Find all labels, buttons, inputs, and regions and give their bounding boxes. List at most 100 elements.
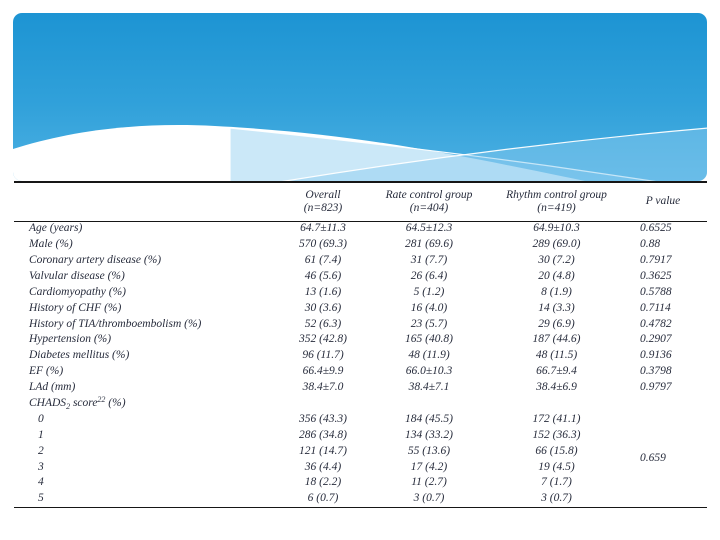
table-row-chads-5: 5 6 (0.7) 3 (0.7) 3 (0.7) bbox=[14, 491, 707, 508]
pvalue-header-line1: P value bbox=[645, 195, 681, 208]
rate-value: 31 (7.7) bbox=[410, 253, 448, 266]
overall-value: 96 (11.7) bbox=[302, 349, 344, 362]
p-value: 0.2907 bbox=[640, 333, 672, 346]
rhythm-value: 187 (44.6) bbox=[532, 333, 581, 346]
overall-column-header: Overall (n=823) bbox=[282, 182, 364, 221]
white-wave bbox=[13, 125, 585, 181]
row-label: History of CHF (%) bbox=[29, 301, 122, 314]
overall-header-line1: Overall bbox=[305, 188, 341, 201]
chads-text: CHADS bbox=[29, 397, 67, 410]
table-row-ef: EF (%) 66.4±9.9 66.0±10.3 66.7±9.4 0.379… bbox=[14, 364, 707, 380]
overall-value: 286 (34.8) bbox=[299, 428, 347, 441]
table-row-chads2-score: CHADS2 score22 (%) bbox=[14, 396, 707, 412]
overall-value: 66.4±9.9 bbox=[302, 365, 344, 378]
rhythm-value: 19 (4.5) bbox=[538, 460, 575, 473]
row-label: 0 bbox=[38, 412, 44, 425]
table-row-lad: LAd (mm) 38.4±7.0 38.4±7.1 38.4±6.9 0.97… bbox=[14, 380, 707, 396]
rhythm-value: 8 (1.9) bbox=[541, 285, 572, 298]
overall-header-line2: (n=823) bbox=[303, 201, 343, 214]
rate-value: 23 (5.7) bbox=[410, 317, 448, 330]
rhythm-value: 289 (69.0) bbox=[532, 238, 581, 251]
p-value: 0.3625 bbox=[640, 269, 672, 282]
rhythm-value: 20 (4.8) bbox=[538, 269, 575, 282]
row-label: 5 bbox=[38, 492, 44, 505]
rhythm-value: 172 (41.1) bbox=[532, 412, 581, 425]
overall-value: 13 (1.6) bbox=[304, 285, 342, 298]
table-row-chads-4: 4 18 (2.2) 11 (2.7) 7 (1.7) bbox=[14, 475, 707, 491]
overall-value: 46 (5.6) bbox=[304, 269, 342, 282]
p-value: 0.7917 bbox=[640, 253, 672, 266]
rate-value: 38.4±7.1 bbox=[408, 381, 450, 394]
row-label: 1 bbox=[38, 428, 44, 441]
row-label: EF (%) bbox=[29, 365, 64, 378]
rate-value: 17 (4.2) bbox=[410, 460, 448, 473]
overall-value: 52 (6.3) bbox=[304, 317, 342, 330]
p-value: 0.88 bbox=[640, 238, 661, 251]
row-label: Age (years) bbox=[29, 222, 83, 235]
table-row-valvular-disease: Valvular disease (%) 46 (5.6) 26 (6.4) 2… bbox=[14, 269, 707, 285]
rhythm-value: 3 (0.7) bbox=[541, 492, 572, 505]
chads-text: (%) bbox=[105, 397, 126, 410]
rhythm-value: 14 (3.3) bbox=[538, 301, 575, 314]
overall-value: 38.4±7.0 bbox=[302, 381, 344, 394]
overall-value: 356 (43.3) bbox=[299, 412, 347, 425]
rate-value: 281 (69.6) bbox=[405, 238, 453, 251]
row-label: 3 bbox=[38, 460, 44, 473]
rate-value: 11 (2.7) bbox=[411, 476, 447, 489]
table-row-chads-2: 2 121 (14.7) 55 (13.6) 66 (15.8) bbox=[14, 443, 707, 459]
rate-value: 165 (40.8) bbox=[405, 333, 453, 346]
rate-value: 48 (11.9) bbox=[408, 349, 450, 362]
row-label: Diabetes mellitus (%) bbox=[29, 349, 130, 362]
chads-reference-superscript: 22 bbox=[97, 395, 106, 405]
p-value: 0.9797 bbox=[640, 381, 672, 394]
p-value: 0.5788 bbox=[640, 285, 672, 298]
rhythm-header-line2: (n=419) bbox=[537, 201, 576, 214]
rhythm-value bbox=[494, 396, 619, 412]
p-value: 0.6525 bbox=[640, 222, 672, 235]
overall-value: 6 (0.7) bbox=[307, 492, 339, 505]
rhythm-header-line1: Rhythm control group bbox=[506, 188, 607, 201]
table-row-history-of-tia: History of TIA/thromboembolism (%) 52 (6… bbox=[14, 316, 707, 332]
table-row-chads-0: 0 356 (43.3) 184 (45.5) 172 (41.1) 0.659 bbox=[14, 412, 707, 464]
row-label: 4 bbox=[38, 476, 44, 489]
row-label: Hypertension (%) bbox=[29, 333, 112, 346]
row-label: Male (%) bbox=[29, 238, 73, 251]
table-row-hypertension: Hypertension (%) 352 (42.8) 165 (40.8) 1… bbox=[14, 332, 707, 348]
wave-band-descending bbox=[229, 127, 707, 181]
rate-value: 64.5±12.3 bbox=[405, 222, 453, 235]
table-row-chads-1: 1 286 (34.8) 134 (33.2) 152 (36.3) bbox=[14, 428, 707, 444]
p-value: 0.7114 bbox=[640, 301, 671, 314]
p-value: 0.9136 bbox=[640, 349, 672, 362]
rhythm-value: 152 (36.3) bbox=[532, 428, 581, 441]
rate-value: 16 (4.0) bbox=[410, 301, 448, 314]
rhythm-value: 48 (11.5) bbox=[535, 349, 578, 362]
rate-column-header: Rate control group (n=404) bbox=[364, 182, 494, 221]
row-label: Coronary artery disease (%) bbox=[29, 253, 162, 266]
rhythm-value: 30 (7.2) bbox=[538, 253, 575, 266]
row-label: Valvular disease (%) bbox=[29, 269, 125, 282]
pvalue-column-header: P value bbox=[619, 182, 707, 221]
overall-value: 61 (7.4) bbox=[304, 253, 342, 266]
table-row-cardiomyopathy: Cardiomyopathy (%) 13 (1.6) 5 (1.2) 8 (1… bbox=[14, 285, 707, 301]
rate-value: 5 (1.2) bbox=[413, 285, 445, 298]
table-row-diabetes-mellitus: Diabetes mellitus (%) 96 (11.7) 48 (11.9… bbox=[14, 348, 707, 364]
wave-band-ascending bbox=[174, 126, 707, 181]
overall-value: 121 (14.7) bbox=[299, 444, 347, 457]
rate-value: 26 (6.4) bbox=[410, 269, 448, 282]
table-row-age: Age (years) 64.7±11.3 64.5±12.3 64.9±10.… bbox=[14, 221, 707, 237]
rhythm-value: 66.7±9.4 bbox=[536, 365, 577, 378]
rhythm-value: 66 (15.8) bbox=[535, 444, 578, 457]
row-label: LAd (mm) bbox=[29, 381, 76, 394]
overall-value: 64.7±11.3 bbox=[300, 222, 346, 235]
banner-graphic bbox=[13, 13, 707, 181]
row-label: History of TIA/thromboembolism (%) bbox=[29, 317, 202, 330]
overall-value: 30 (3.6) bbox=[304, 301, 342, 314]
table-row-coronary-artery-disease: Coronary artery disease (%) 61 (7.4) 31 … bbox=[14, 253, 707, 269]
chads-text: score bbox=[70, 397, 98, 410]
rate-value: 184 (45.5) bbox=[405, 412, 453, 425]
rate-value bbox=[364, 396, 494, 412]
rhythm-value: 64.9±10.3 bbox=[533, 222, 580, 235]
row-label-chads2: CHADS2 score22 (%) bbox=[14, 396, 282, 412]
rhythm-value: 38.4±6.9 bbox=[536, 381, 577, 394]
